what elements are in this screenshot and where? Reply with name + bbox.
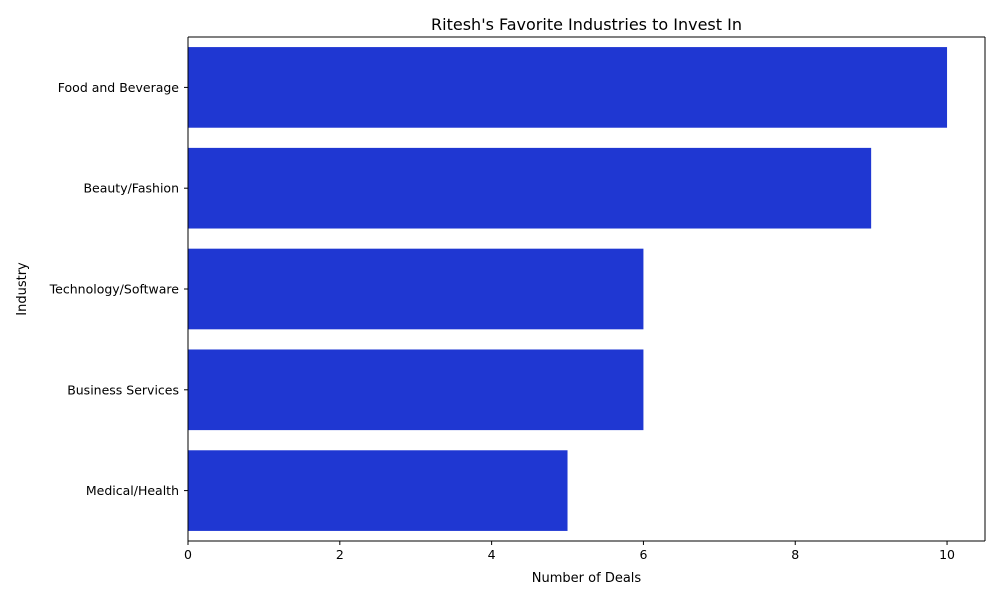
y-tick-label: Medical/Health: [86, 483, 179, 498]
chart-title: Ritesh's Favorite Industries to Invest I…: [431, 15, 742, 34]
y-ticks-group: Food and Beverage Beauty/Fashion Technolog…: [49, 80, 188, 498]
x-tick-label: 8: [791, 547, 799, 562]
bar-beauty-fashion: [188, 147, 872, 229]
x-tick-label: 6: [639, 547, 647, 562]
x-tick-label: 10: [939, 547, 955, 562]
y-tick-label: Beauty/Fashion: [83, 181, 179, 196]
x-tick-label: 2: [336, 547, 344, 562]
y-tick-label: Technology/Software: [49, 282, 180, 297]
y-axis-label: Industry: [15, 262, 30, 316]
bar-food-and-beverage: [188, 47, 948, 128]
bars-group: [188, 47, 948, 531]
x-tick-label: 4: [488, 547, 496, 562]
y-tick-label: Business Services: [67, 382, 179, 397]
x-axis-label: Number of Deals: [532, 571, 642, 586]
x-ticks-group: 0 2 4 6 8 10: [184, 541, 955, 562]
bar-technology-software: [188, 248, 644, 330]
y-tick-label: Food and Beverage: [58, 80, 180, 95]
x-tick-label: 0: [184, 547, 192, 562]
bar-medical-health: [188, 450, 568, 531]
bar-business-services: [188, 349, 644, 431]
